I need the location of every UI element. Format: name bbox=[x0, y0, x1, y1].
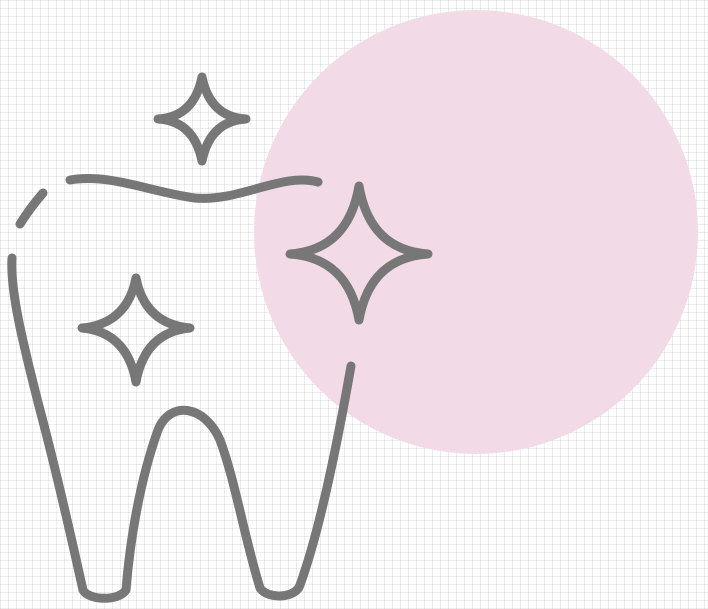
sparkle-large-right-icon bbox=[285, 181, 433, 325]
sparkle-small-top-icon bbox=[153, 72, 251, 166]
tooth-top-wave bbox=[65, 173, 323, 203]
tooth-top-left-dash bbox=[15, 188, 48, 229]
sparkles bbox=[77, 72, 433, 387]
tooth-outline bbox=[7, 173, 356, 603]
sparkle-small-inner-icon bbox=[77, 273, 195, 387]
pink-circle-background bbox=[254, 10, 698, 454]
tooth-body-outline bbox=[7, 253, 356, 603]
